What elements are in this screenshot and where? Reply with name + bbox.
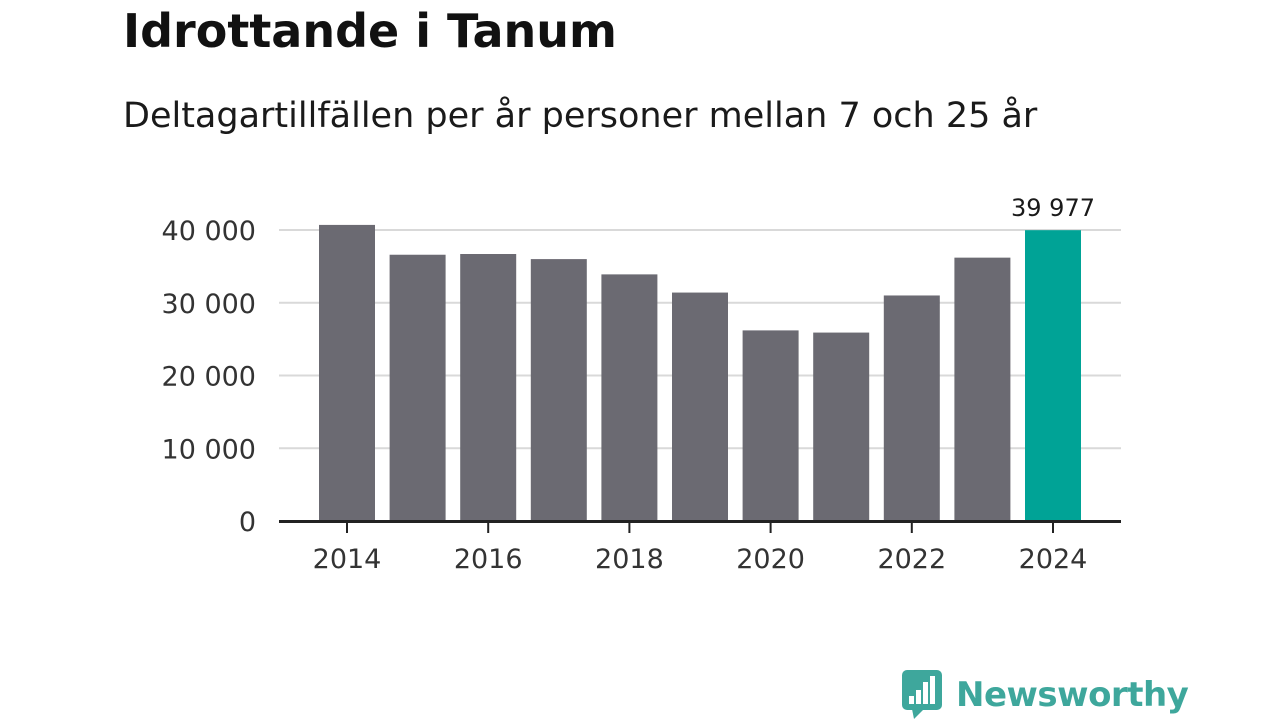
bar-chart: 0 10 000 20 000 30 000 40 000 2014 2016 2018 202… [162, 194, 1121, 575]
x-tick-label: 2020 [736, 544, 805, 575]
bar-2024 [1025, 230, 1081, 521]
bar-2022 [883, 295, 940, 521]
newsworthy-chart-bubble-icon [902, 670, 942, 719]
y-tick-label: 10 000 [162, 434, 256, 465]
x-tick-label: 2022 [877, 544, 946, 575]
y-tick-label: 0 [239, 507, 256, 538]
bar-2023 [954, 257, 1011, 521]
bar-2014 [319, 224, 375, 521]
bar-2019 [672, 292, 728, 521]
x-tick-label: 2016 [454, 544, 523, 575]
y-tick-label: 30 000 [162, 289, 256, 320]
x-tick-label: 2014 [313, 544, 382, 575]
bar-2018 [601, 274, 658, 521]
x-tick-label: 2018 [595, 544, 664, 575]
bar-2020 [742, 330, 799, 521]
bars [319, 224, 1081, 522]
chart-title: Idrottande i Tanum [123, 4, 617, 58]
axes [279, 520, 1121, 533]
newsworthy-wordmark: Newsworthy [956, 675, 1189, 715]
bar-2015 [389, 254, 446, 522]
labels: 0 10 000 20 000 30 000 40 000 2014 2016 2018 202… [162, 194, 1095, 575]
y-tick-label: 20 000 [162, 362, 256, 393]
x-tick-label: 2024 [1019, 544, 1088, 575]
bar-2016 [460, 254, 517, 521]
newsworthy-logo: Newsworthy [902, 670, 1189, 720]
y-tick-label: 40 000 [162, 216, 256, 247]
bar-2021 [813, 332, 870, 521]
bar-2017 [530, 259, 587, 521]
chart-subtitle: Deltagartillfällen per år personer mella… [123, 96, 1038, 136]
data-label-2024: 39 977 [1011, 194, 1095, 222]
